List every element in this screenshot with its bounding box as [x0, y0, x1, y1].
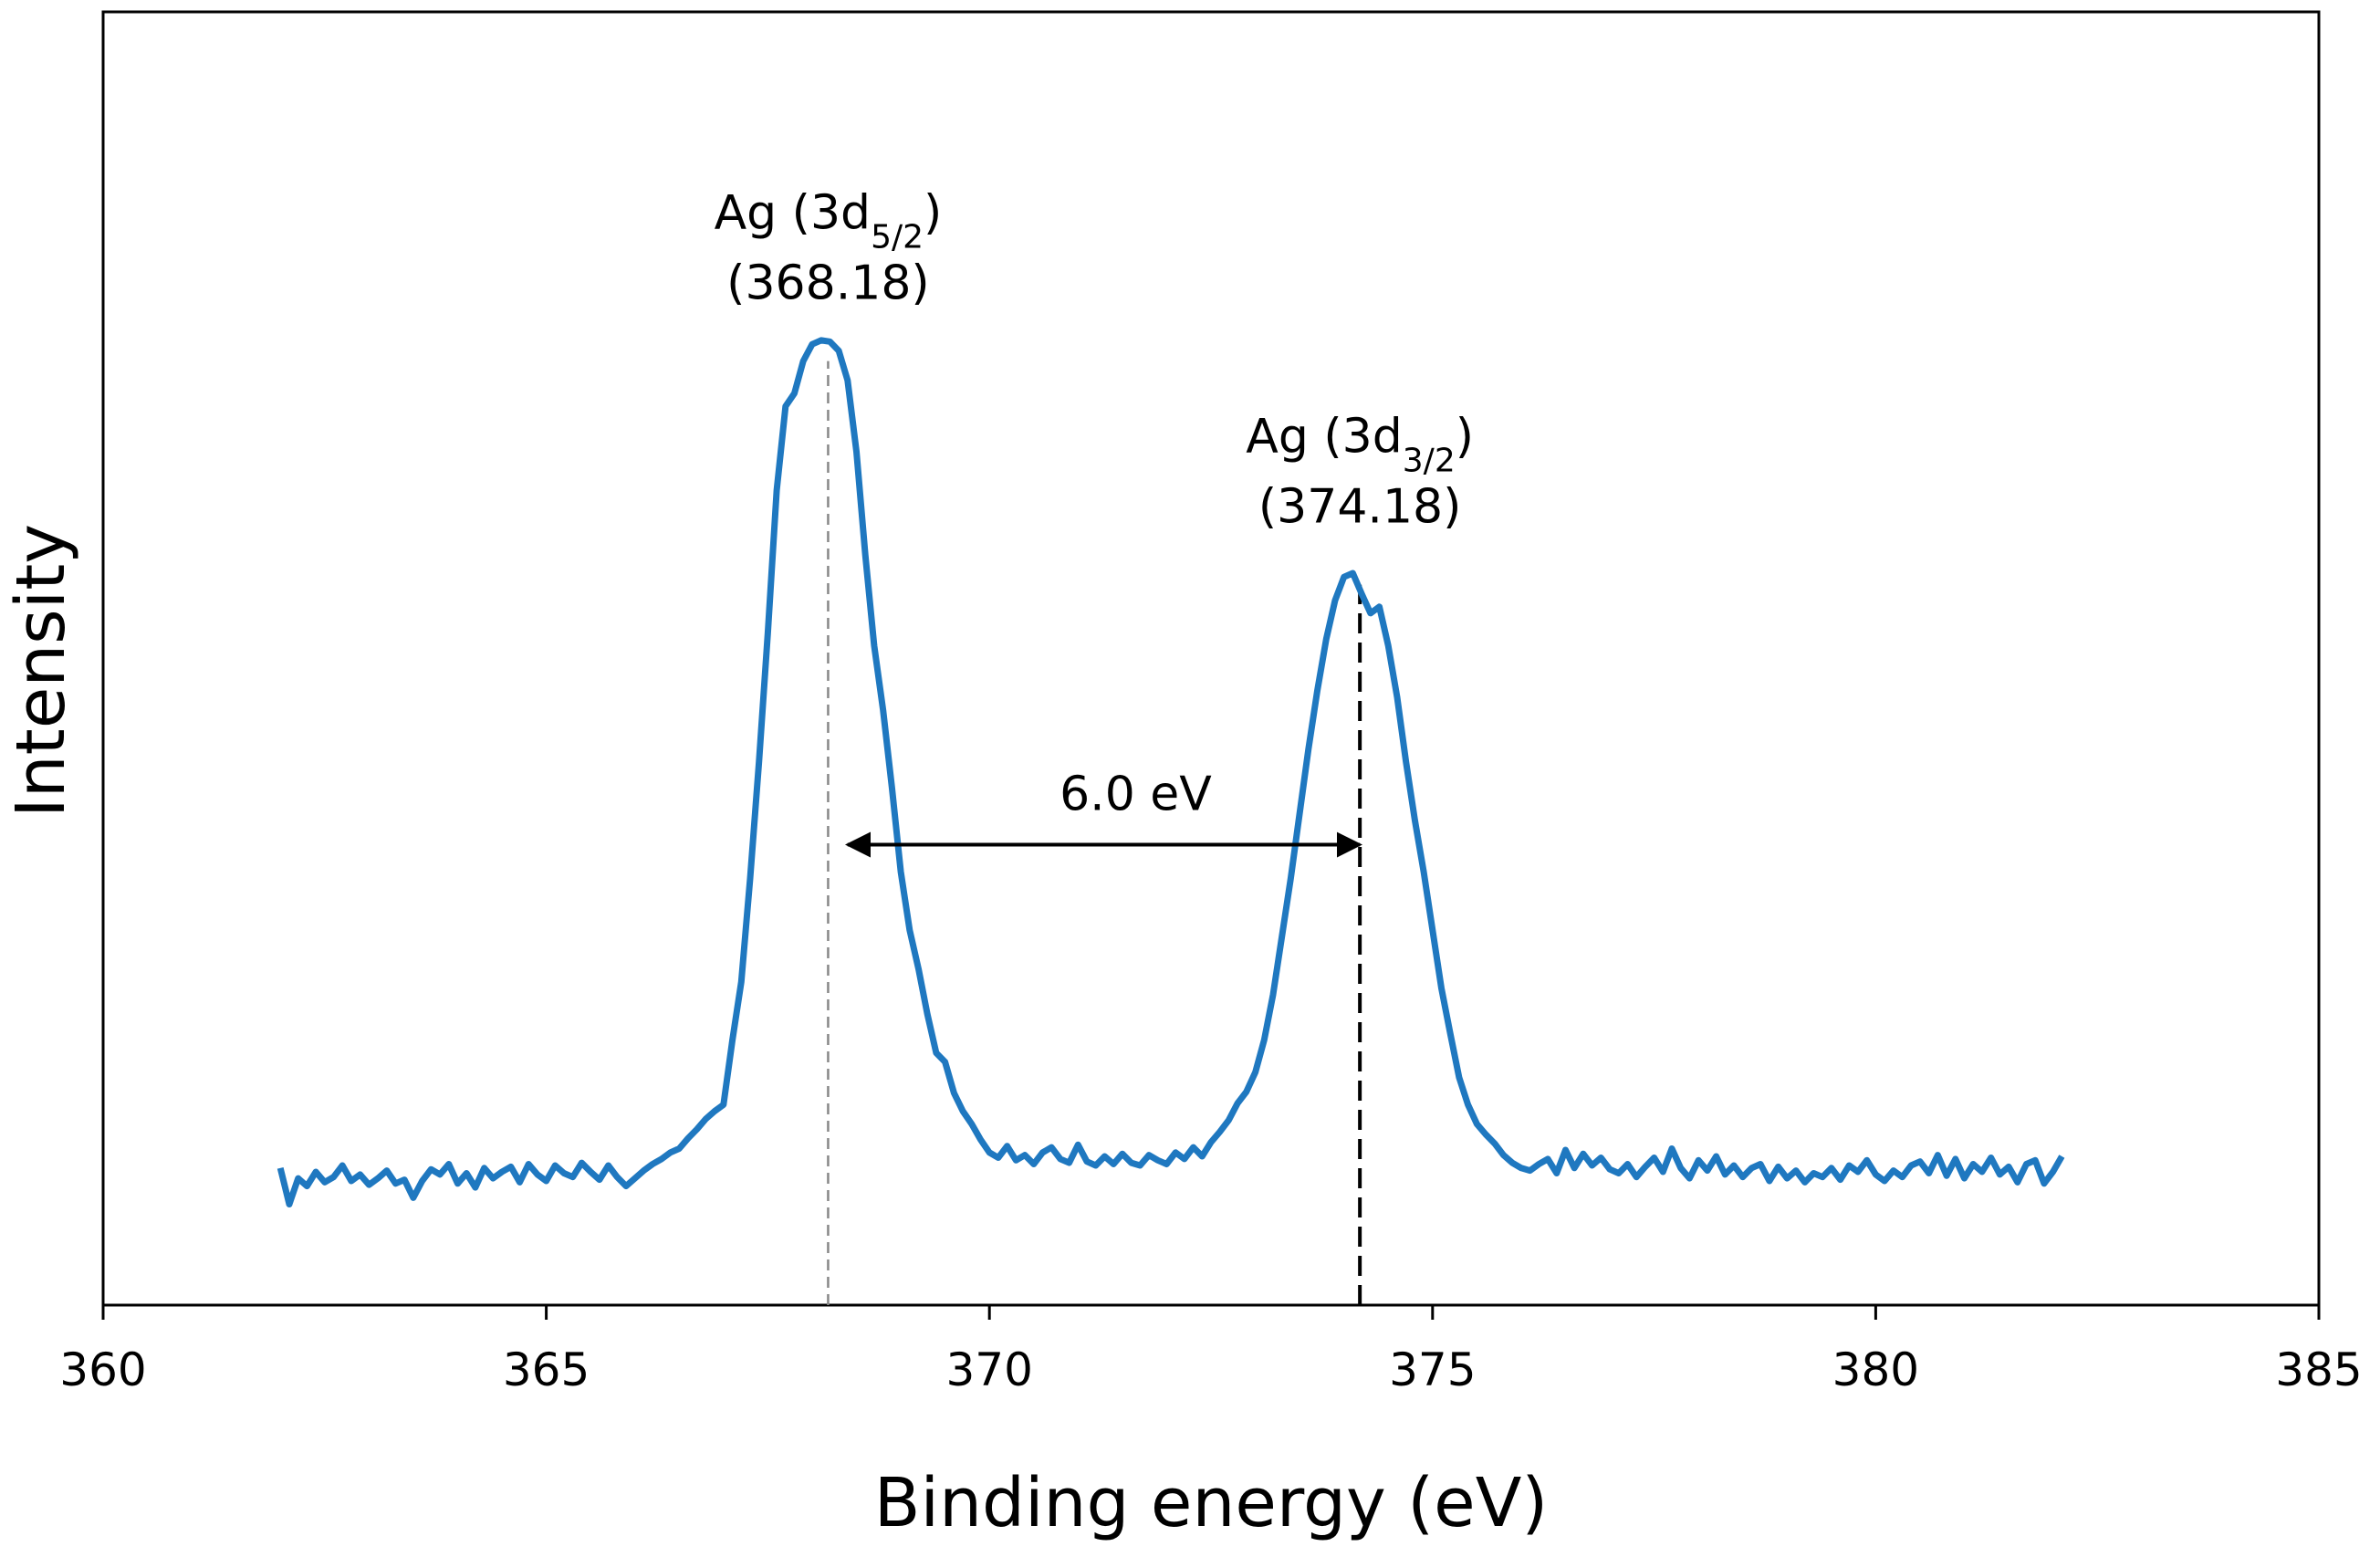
peak-position-label: (374.18)	[1258, 480, 1462, 535]
x-tick-label: 365	[503, 1343, 590, 1396]
peak-label: Ag (3d3/2)	[1246, 410, 1474, 479]
x-tick-label: 360	[59, 1343, 146, 1396]
peak-label: Ag (3d5/2)	[715, 186, 943, 256]
x-axis-title: Binding energy (eV)	[874, 1464, 1548, 1542]
plot-frame	[101, 10, 2321, 1307]
label-subscript: 5/2	[871, 218, 924, 256]
x-tick-label: 385	[2275, 1343, 2362, 1396]
y-axis-title: Intensity	[2, 524, 80, 818]
x-tick-label: 370	[945, 1343, 1032, 1396]
x-tick-label: 375	[1389, 1343, 1476, 1396]
spectrum-line	[277, 337, 2065, 1207]
label-part: Ag (3d	[1246, 410, 1403, 465]
label-part: Ag (3d	[715, 186, 872, 241]
label-part: )	[924, 186, 942, 241]
x-tick-label: 380	[1832, 1343, 1919, 1396]
label-subscript: 3/2	[1403, 442, 1456, 479]
label-part: )	[1456, 410, 1474, 465]
separation-label: 6.0 eV	[1060, 768, 1212, 822]
peak-position-label: (368.18)	[726, 256, 930, 311]
